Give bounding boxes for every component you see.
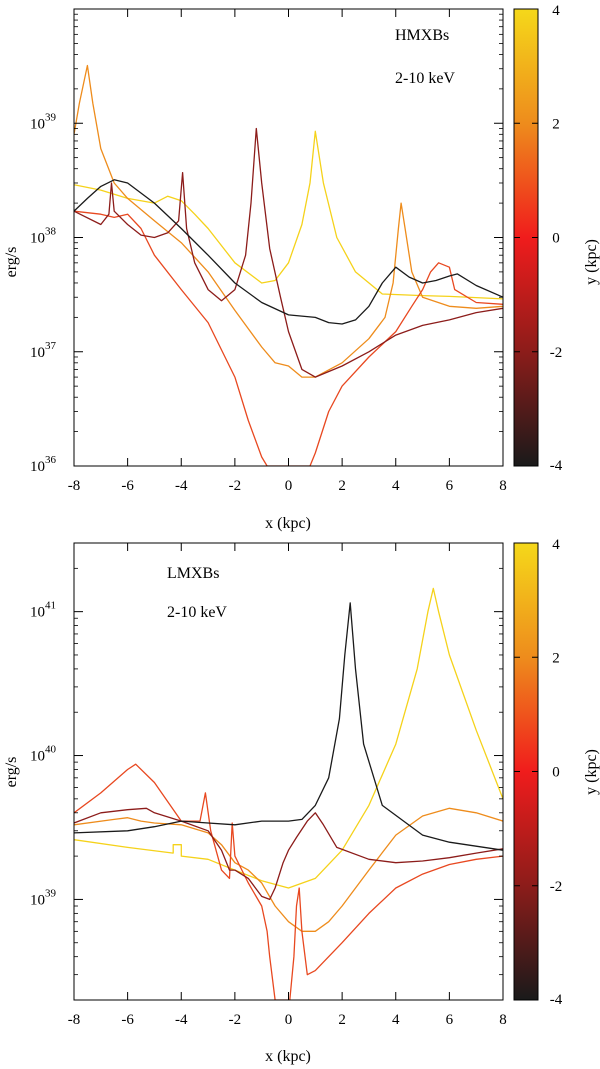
hmxb-colorbar-tick-label: 2 xyxy=(552,116,560,132)
lmxb-panel: -8 -6 -4 -2 0 2 4 6 8 1039 1040 1041 LMXBs 2-10 keV… xyxy=(3,537,600,1065)
lmxb-y-tick-label: 1040 xyxy=(30,744,57,765)
hmxb-x-tick-label: -4 xyxy=(175,478,188,494)
hmxb-x-tick-label: 8 xyxy=(499,478,507,494)
lmxb-series-line-1 xyxy=(74,807,503,932)
hmxb-colorbar-tick-label: -2 xyxy=(550,345,563,361)
lmxb-colorbar-tick-label: -2 xyxy=(550,879,563,895)
hmxb-series-line-1 xyxy=(74,64,503,378)
hmxb-series-line-2 xyxy=(74,210,503,466)
hmxb-x-tick-label: 4 xyxy=(392,478,400,494)
lmxb-x-tick-label: 8 xyxy=(499,1012,507,1028)
hmxb-y-tick-label: 1039 xyxy=(30,111,57,132)
hmxb-colorbar-tick-label: -4 xyxy=(550,458,563,474)
lmxb-colorbar-tick-label: -4 xyxy=(550,992,563,1008)
hmxb-series-line-4 xyxy=(74,179,503,325)
hmxb-panel: -8 -6 -4 -2 0 2 4 6 8 1036 1037 1038 1039 HMXBs 2-10… xyxy=(3,3,600,532)
hmxb-x-tick-label: -6 xyxy=(121,478,134,494)
lmxb-x-tick-label: -6 xyxy=(121,1012,134,1028)
hmxb-y-axis-label: erg/s xyxy=(3,247,20,278)
lmxb-colorbar-tick-label: 2 xyxy=(552,650,560,666)
lmxb-x-tick-label: 2 xyxy=(338,1012,346,1028)
hmxb-series-line-0 xyxy=(74,130,503,300)
hmxb-colorbar-label: y (kpc) xyxy=(583,239,600,285)
lmxb-colorbar: -4 -2 0 2 4 y (kpc) xyxy=(513,537,600,1008)
lmxb-y-tick-label: 1041 xyxy=(30,600,56,621)
hmxb-series-line-3 xyxy=(74,127,503,378)
lmxb-colorbar-label: y (kpc) xyxy=(583,749,600,795)
lmxb-colorbar-tick-label: 4 xyxy=(552,537,560,553)
hmxb-energy-band-label: 2-10 keV xyxy=(395,70,455,87)
lmxb-y-axis-label: erg/s xyxy=(3,757,20,788)
lmxb-colorbar-tick-label: 0 xyxy=(552,765,560,781)
hmxb-x-tick-label: -2 xyxy=(229,478,242,494)
hmxb-colorbar-tick-label: 4 xyxy=(552,3,560,19)
lmxb-x-tick-label: -8 xyxy=(68,1012,81,1028)
lmxb-series-line-4 xyxy=(74,602,503,851)
hmxb-x-axis-label: x (kpc) xyxy=(265,515,311,532)
hmxb-x-tick-label: 0 xyxy=(285,478,293,494)
lmxb-series-line-3 xyxy=(74,807,503,901)
hmxb-y-tick-label: 1038 xyxy=(30,226,57,247)
hmxb-colorbar-tick-label: 0 xyxy=(552,231,560,247)
lmxb-x-tick-label: -2 xyxy=(229,1012,242,1028)
lmxb-x-axis-label: x (kpc) xyxy=(265,1048,311,1065)
lmxb-annotation-label: LMXBs xyxy=(167,565,219,582)
hmxb-colorbar: -4 -2 0 2 4 y (kpc) xyxy=(513,3,600,474)
hmxb-x-tick-label: -8 xyxy=(68,478,81,494)
lmxb-y-tick-label: 1039 xyxy=(30,887,57,908)
hmxb-y-tick-label: 1037 xyxy=(30,340,57,361)
hmxb-annotation-label: HMXBs xyxy=(395,27,449,44)
lmxb-series-line-0 xyxy=(74,587,503,889)
hmxb-y-tick-label: 1036 xyxy=(30,454,57,475)
hmxb-x-tick-label: 6 xyxy=(446,478,454,494)
lmxb-x-tick-label: 6 xyxy=(446,1012,454,1028)
hmxb-x-tick-label: 2 xyxy=(338,478,346,494)
lmxb-energy-band-label: 2-10 keV xyxy=(167,604,227,621)
lmxb-series-line-2 xyxy=(74,763,503,1000)
lmxb-x-tick-label: 4 xyxy=(392,1012,400,1028)
lmxb-x-tick-label: 0 xyxy=(285,1012,293,1028)
lmxb-x-tick-label: -4 xyxy=(175,1012,188,1028)
